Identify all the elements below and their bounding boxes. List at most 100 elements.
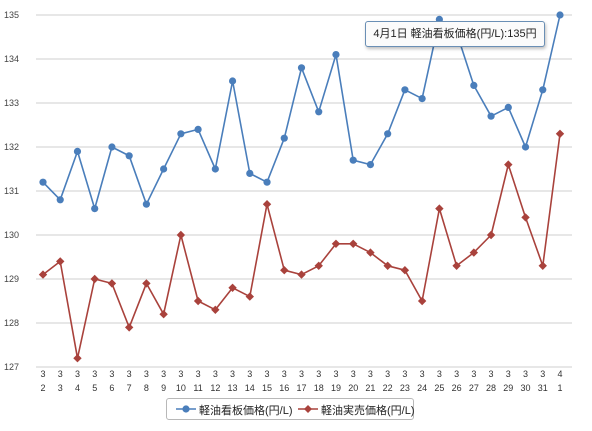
x-tick-label-day: 7 [127, 383, 132, 393]
x-tick-label-month: 3 [178, 369, 183, 379]
data-point-circle [56, 196, 64, 204]
x-tick-label-month: 3 [213, 369, 218, 379]
data-point-circle [349, 156, 357, 164]
x-tick-label-month: 3 [489, 369, 494, 379]
x-tick-label-day: 22 [383, 383, 393, 393]
x-tick-label-month: 3 [127, 369, 132, 379]
x-tick-label-month: 3 [247, 369, 252, 379]
data-point-circle [401, 86, 409, 94]
data-point-circle [384, 130, 392, 138]
x-tick-label-day: 18 [314, 383, 324, 393]
data-point-diamond [366, 248, 375, 257]
data-point-circle [539, 86, 547, 94]
data-point-diamond [486, 230, 496, 240]
x-tick-label-day: 12 [210, 383, 220, 393]
x-tick-label-month: 3 [144, 369, 149, 379]
x-tick-label-month: 3 [471, 369, 476, 379]
data-point-circle [246, 169, 254, 177]
data-point-diamond [521, 213, 530, 222]
y-tick-label: 128 [4, 318, 19, 328]
x-tick-label-month: 3 [299, 369, 304, 379]
data-point-circle [194, 125, 202, 133]
data-point-circle [332, 51, 340, 59]
x-tick-label-month: 3 [196, 369, 201, 379]
data-point-diamond [331, 239, 341, 248]
data-point-diamond [124, 323, 134, 332]
data-point-diamond [176, 230, 186, 240]
x-tick-label-day: 4 [75, 383, 80, 393]
data-point-diamond [107, 279, 117, 288]
x-tick-label-month: 3 [368, 369, 373, 379]
data-point-diamond [142, 279, 151, 288]
x-tick-label-day: 14 [245, 383, 255, 393]
data-point-diamond [297, 270, 306, 279]
data-point-circle [39, 178, 47, 186]
data-point-diamond [211, 305, 220, 314]
x-tick-label-month: 3 [58, 369, 63, 379]
x-tick-label-day: 2 [40, 383, 45, 393]
data-point-diamond [228, 283, 237, 292]
legend: 軽油看板価格(円/L) 軽油実売価格(円/L) [166, 398, 415, 420]
x-tick-label-day: 28 [486, 383, 496, 393]
legend-marker-circle-icon [176, 405, 196, 413]
data-point-circle [263, 178, 271, 186]
data-point-circle [315, 108, 323, 116]
data-point-diamond [452, 261, 461, 270]
data-point-circle [418, 95, 426, 103]
x-tick-label-month: 3 [454, 369, 459, 379]
x-tick-label-day: 24 [417, 383, 427, 393]
data-point-circle [504, 103, 512, 111]
x-tick-label-month: 3 [230, 369, 235, 379]
x-tick-label-day: 13 [228, 383, 238, 393]
data-point-diamond [435, 204, 444, 213]
data-point-diamond [262, 200, 272, 209]
x-axis: 3233343536373839310311312313314315316317… [40, 369, 562, 393]
x-tick-label-day: 17 [296, 383, 306, 393]
data-point-circle [73, 147, 82, 155]
x-tick-label-day: 31 [538, 383, 548, 393]
data-point-circle [125, 152, 133, 160]
legend-label-signboard-price: 軽油看板価格(円/L) [199, 405, 293, 417]
data-point-circle [366, 161, 375, 169]
series-layer [38, 11, 565, 363]
x-tick-label-day: 3 [58, 383, 63, 393]
data-point-diamond [56, 257, 65, 266]
data-tooltip: 4月1日 軽油看板価格(円/L):135円 [365, 21, 545, 47]
data-point-diamond [159, 310, 168, 319]
data-point-circle [211, 165, 219, 173]
x-tick-label-month: 3 [540, 369, 545, 379]
x-tick-label-month: 3 [282, 369, 287, 379]
data-point-circle [521, 143, 530, 151]
data-point-diamond [349, 239, 358, 248]
data-point-diamond [38, 270, 48, 279]
x-tick-label-day: 9 [161, 383, 166, 393]
y-tick-label: 131 [4, 186, 19, 196]
data-point-diamond [383, 261, 392, 270]
x-tick-label-month: 3 [420, 369, 425, 379]
data-point-diamond [73, 354, 82, 363]
x-tick-label-day: 11 [193, 383, 202, 393]
data-point-circle [108, 143, 116, 151]
x-tick-label-month: 3 [265, 369, 270, 379]
y-tick-label: 134 [4, 54, 19, 64]
x-tick-label-month: 3 [75, 369, 80, 379]
x-tick-label-month: 4 [557, 369, 562, 379]
legend-label-actual-price: 軽油実売価格(円/L) [321, 405, 415, 417]
data-point-circle [177, 130, 185, 138]
grid-layer [36, 14, 572, 368]
x-tick-label-day: 23 [400, 383, 410, 393]
x-tick-label-month: 3 [523, 369, 528, 379]
data-point-circle [228, 77, 237, 85]
data-point-circle [280, 134, 288, 142]
x-tick-label-day: 1 [557, 383, 562, 393]
data-point-diamond [90, 274, 99, 284]
x-tick-label-month: 3 [506, 369, 511, 379]
data-point-circle [470, 81, 478, 89]
x-tick-label-day: 20 [348, 383, 358, 393]
y-tick-label: 129 [4, 274, 19, 284]
x-tick-label-day: 29 [503, 383, 513, 393]
data-point-circle [556, 11, 564, 19]
data-point-circle [160, 165, 168, 173]
x-tick-label-day: 6 [109, 383, 114, 393]
